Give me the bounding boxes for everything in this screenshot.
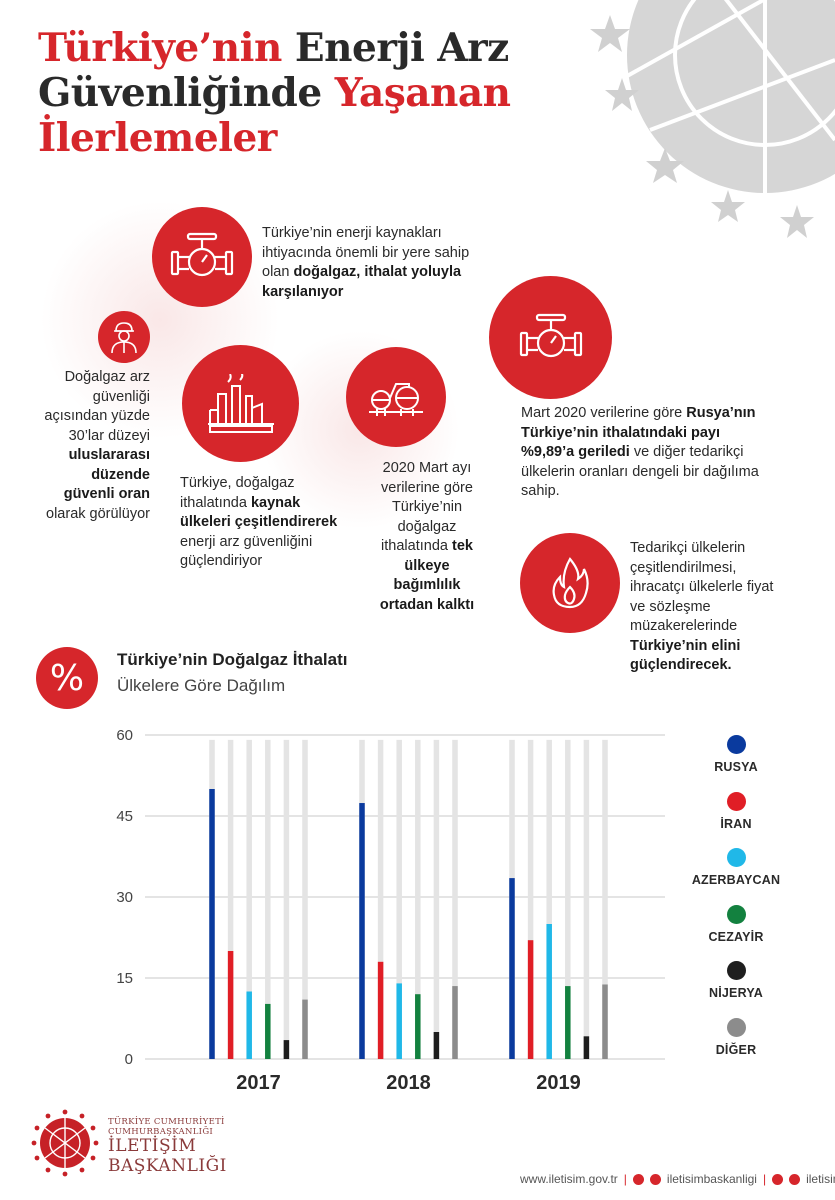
y-tick-label: 15	[116, 970, 133, 987]
youtube-icon[interactable]	[649, 1173, 661, 1185]
y-tick-label: 45	[116, 808, 133, 825]
logo-emblem	[31, 1109, 99, 1177]
bar-di̇ğer-2017	[302, 999, 308, 1059]
bar-ni̇jerya-2019	[583, 1036, 590, 1059]
bar-cezayi̇r-2019	[565, 986, 571, 1059]
legend-swatch	[726, 904, 746, 924]
legend-label: NİJERYA	[709, 986, 763, 1000]
valve-icon	[170, 232, 234, 277]
percent-icon: %	[36, 647, 98, 709]
bar-azerbaycan-2017	[246, 991, 252, 1059]
flame-icon-circle	[520, 533, 620, 633]
legend-swatch	[726, 961, 746, 980]
bar-di̇ğer-2018	[452, 986, 458, 1059]
decorative-emblem	[590, 0, 835, 238]
bar-track	[602, 739, 608, 1059]
legend-swatch	[726, 791, 746, 811]
gas-tanks-icon	[369, 383, 423, 416]
flame-icon	[552, 557, 589, 609]
logo-text-small: TÜRKİYE CUMHURİYETİ CUMHURBAŞKANLIĞI	[108, 1117, 225, 1137]
facebook-icon[interactable]	[632, 1173, 644, 1185]
bar-azerbaycan-2019	[546, 924, 552, 1059]
instagram-icon[interactable]	[789, 1173, 801, 1185]
legend-item: AZERBAYCAN	[681, 848, 791, 887]
bar-track	[433, 739, 440, 1059]
bar-track	[246, 739, 252, 1059]
legend-swatch	[726, 1017, 746, 1037]
legend-label: CEZAYİR	[708, 929, 764, 944]
legend-swatch	[726, 735, 746, 754]
footer-links: www.iletisim.gov.tr | iletisimbaskanligi…	[520, 1172, 835, 1186]
diversify-info-text: Türkiye, doğalgaz ithalatında kaynak ülk…	[180, 475, 338, 569]
valve-icon-circle	[489, 276, 612, 399]
y-tick-label: 30	[116, 889, 133, 906]
bar-track	[565, 739, 571, 1059]
bar-track	[396, 739, 402, 1059]
bar-track	[283, 739, 290, 1059]
chart-title: Türkiye’nin Doğalgaz İthalatı	[117, 650, 348, 669]
bar-i̇ran-2017	[227, 951, 234, 1059]
bar-di̇ğer-2019	[602, 984, 608, 1059]
twitter-icon[interactable]	[772, 1173, 784, 1185]
bar-track	[583, 739, 590, 1059]
bar-track	[302, 739, 308, 1059]
bar-track	[452, 739, 458, 1059]
stars	[590, 15, 814, 238]
legend-item: İRAN	[681, 791, 791, 831]
legend-item: RUSYA	[681, 735, 791, 774]
factory-icon-circle	[182, 345, 299, 462]
legend-label: DİĞER	[715, 1042, 757, 1057]
bar-i̇ran-2018	[377, 961, 384, 1059]
bar-track	[415, 739, 421, 1059]
legend-label: RUSYA	[714, 760, 758, 774]
worker-icon	[111, 322, 137, 354]
website-link[interactable]: www.iletisim.gov.tr	[520, 1172, 618, 1186]
bar-track	[265, 739, 271, 1059]
bar-track	[546, 739, 552, 1059]
gas-tanks-icon-circle	[346, 347, 446, 447]
x-category-label: 2017	[236, 1072, 281, 1094]
russia-info-text: Mart 2020 verilerine göre Rusya’nın Türk…	[521, 405, 759, 499]
bar-cezayi̇r-2018	[415, 994, 421, 1059]
y-tick-label: 0	[125, 1051, 133, 1068]
import-info-text: Türkiye’nin enerji kaynakları ihtiyacınd…	[262, 225, 470, 300]
y-tick-label: 60	[116, 727, 133, 744]
x-category-label: 2018	[386, 1072, 431, 1094]
bar-ni̇jerya-2018	[433, 1032, 440, 1059]
page-title: Türkiye’nin Enerji Arz Güvenliğinde Yaşa…	[38, 25, 511, 161]
dependency-info-text: 2020 Mart ayı verilerine göre Türkiye’ni…	[379, 460, 475, 613]
bar-chart: 0 15 30 45 60 2017 2018 2019	[116, 727, 665, 1094]
legend-swatch	[726, 848, 746, 867]
social-handle-2[interactable]: iletisim	[806, 1172, 835, 1186]
logo-text-main: İLETİŞİM BAŞKANLIĞI	[108, 1136, 227, 1176]
negotiation-info-text: Tedarikçi ülkelerin çeşitlendirilmesi, i…	[630, 540, 774, 673]
bar-track	[527, 739, 534, 1059]
bar-rusya-2018	[359, 803, 365, 1059]
legend-label: AZERBAYCAN	[691, 873, 781, 887]
x-category-label: 2019	[536, 1072, 581, 1094]
bar-track	[377, 739, 384, 1059]
legend-item: CEZAYİR	[681, 904, 791, 944]
worker-icon-circle	[98, 311, 150, 363]
bar-ni̇jerya-2017	[283, 1040, 290, 1059]
valve-icon-circle	[152, 207, 252, 307]
chart-subtitle: Ülkelere Göre Dağılım	[117, 676, 286, 695]
security-info-text: Doğalgaz arz güvenliği açısından yüzde 3…	[44, 369, 150, 522]
bar-track	[227, 739, 234, 1059]
bar-i̇ran-2019	[527, 940, 534, 1059]
bar-cezayi̇r-2017	[265, 1003, 271, 1059]
bar-rusya-2019	[509, 878, 515, 1059]
bar-azerbaycan-2018	[396, 983, 402, 1059]
legend-item: NİJERYA	[681, 961, 791, 1000]
valve-icon	[519, 313, 582, 357]
legend-item: DİĞER	[681, 1017, 791, 1057]
legend-label: İRAN	[720, 816, 752, 831]
social-handle-1[interactable]: iletisimbaskanligi	[666, 1172, 757, 1186]
bar-rusya-2017	[209, 789, 215, 1059]
factory-icon	[207, 373, 274, 433]
